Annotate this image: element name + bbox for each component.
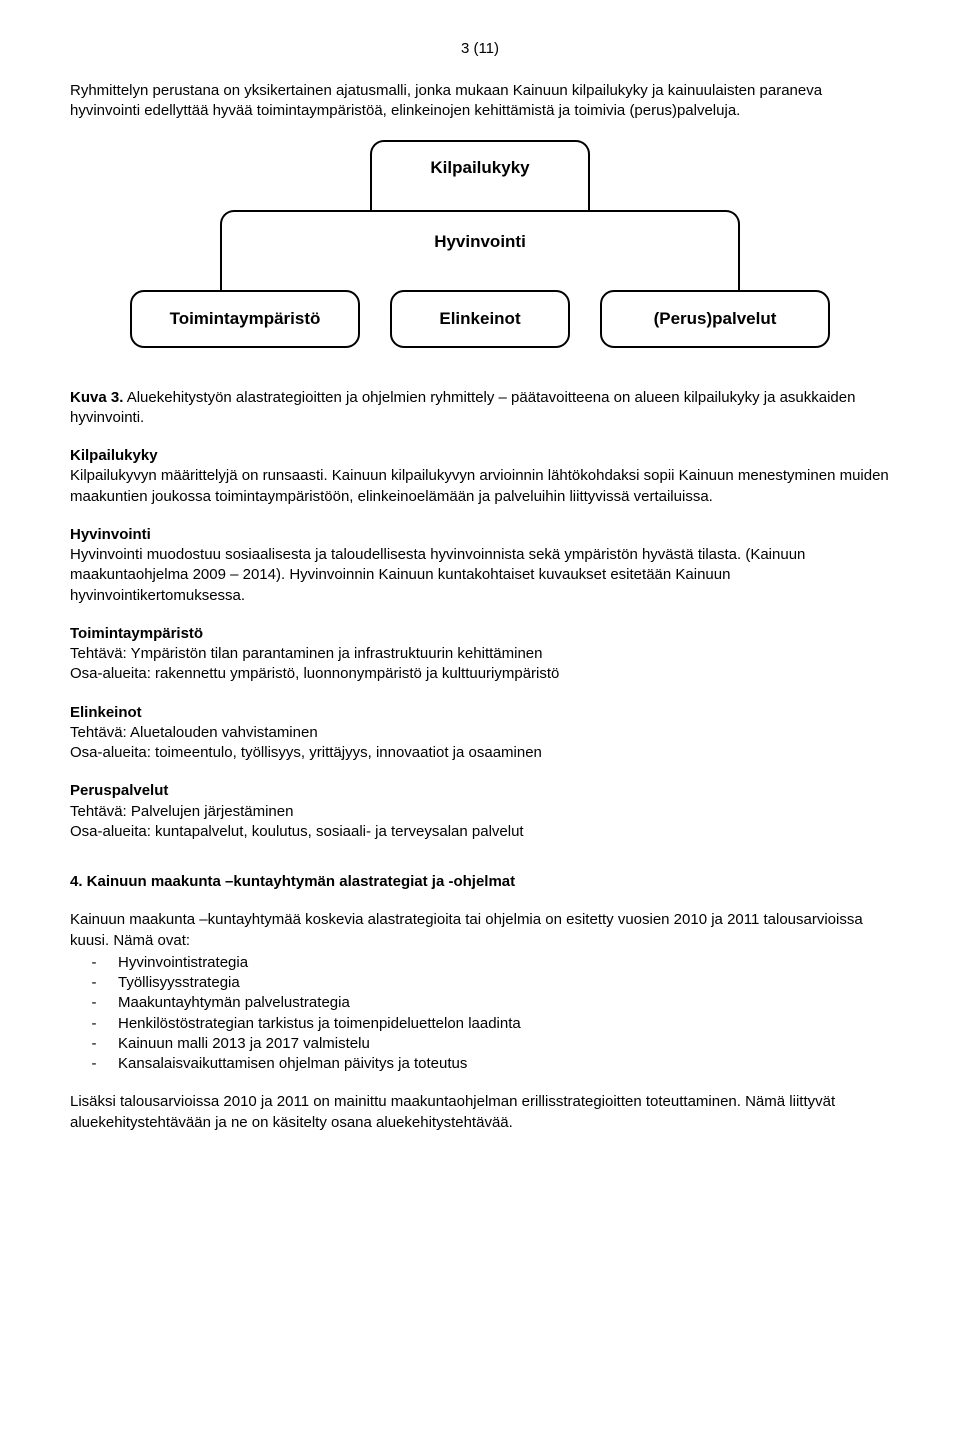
toimintaymparisto-line2: Osa-alueita: rakennettu ympäristö, luonn…	[70, 665, 559, 682]
list-item: -Työllisyysstrategia	[70, 973, 890, 993]
final-paragraph: Lisäksi talousarvioissa 2010 ja 2011 on …	[70, 1092, 890, 1133]
diagram-bottom-right-label: (Perus)palvelut	[654, 309, 777, 329]
section-kilpailukyky: Kilpailukyky Kilpailukyvyn määrittelyjä …	[70, 446, 890, 507]
diagram-bottom-right: (Perus)palvelut	[600, 290, 830, 348]
section-hyvinvointi: Hyvinvointi Hyvinvointi muodostuu sosiaa…	[70, 525, 890, 606]
kilpailukyky-body: Kilpailukyvyn määrittelyjä on runsaasti.…	[70, 467, 889, 504]
dash-icon: -	[70, 1054, 118, 1074]
dash-icon: -	[70, 973, 118, 993]
section-elinkeinot: Elinkeinot Tehtävä: Aluetalouden vahvist…	[70, 703, 890, 764]
list-item-text: Työllisyysstrategia	[118, 973, 240, 993]
list-item: -Kainuun malli 2013 ja 2017 valmistelu	[70, 1034, 890, 1054]
diagram-bottom-left: Toimintaympäristö	[130, 290, 360, 348]
diagram-top-box	[370, 140, 590, 220]
list-item: -Maakuntayhtymän palvelustrategia	[70, 993, 890, 1013]
dash-icon: -	[70, 953, 118, 973]
intro-paragraph: Ryhmittelyn perustana on yksikertainen a…	[70, 81, 890, 122]
dash-icon: -	[70, 1014, 118, 1034]
diagram-mid-label: Hyvinvointi	[220, 232, 740, 252]
section-peruspalvelut: Peruspalvelut Tehtävä: Palvelujen järjes…	[70, 781, 890, 842]
hyvinvointi-heading: Hyvinvointi	[70, 526, 151, 543]
elinkeinot-line2: Osa-alueita: toimeentulo, työllisyys, yr…	[70, 744, 542, 761]
peruspalvelut-heading: Peruspalvelut	[70, 782, 168, 799]
diagram-bottom-center-label: Elinkeinot	[439, 309, 520, 329]
diagram-top-label: Kilpailukyky	[370, 158, 590, 178]
peruspalvelut-line1: Tehtävä: Palvelujen järjestäminen	[70, 803, 293, 820]
list-item-text: Henkilöstöstrategian tarkistus ja toimen…	[118, 1014, 521, 1034]
list-item: -Henkilöstöstrategian tarkistus ja toime…	[70, 1014, 890, 1034]
toimintaymparisto-line1: Tehtävä: Ympäristön tilan parantaminen j…	[70, 645, 542, 662]
elinkeinot-heading: Elinkeinot	[70, 704, 142, 721]
toimintaymparisto-heading: Toimintaympäristö	[70, 625, 203, 642]
list-item: -Hyvinvointistrategia	[70, 953, 890, 973]
list-item: -Kansalaisvaikuttamisen ohjelman päivity…	[70, 1054, 890, 1074]
peruspalvelut-line2: Osa-alueita: kuntapalvelut, koulutus, so…	[70, 823, 524, 840]
dash-icon: -	[70, 993, 118, 1013]
kilpailukyky-heading: Kilpailukyky	[70, 447, 158, 464]
page-number: 3 (11)	[70, 40, 890, 57]
list-item-text: Kainuun malli 2013 ja 2017 valmistelu	[118, 1034, 370, 1054]
elinkeinot-line1: Tehtävä: Aluetalouden vahvistaminen	[70, 724, 318, 741]
heading-4: 4. Kainuun maakunta –kuntayhtymän alastr…	[70, 872, 890, 892]
figure-caption: Kuva 3. Aluekehitystyön alastrategioitte…	[70, 388, 890, 429]
strategy-list: -Hyvinvointistrategia -Työllisyysstrateg…	[70, 953, 890, 1075]
diagram-bottom-center: Elinkeinot	[390, 290, 570, 348]
hyvinvointi-body: Hyvinvointi muodostuu sosiaalisesta ja t…	[70, 546, 805, 604]
list-item-text: Hyvinvointistrategia	[118, 953, 248, 973]
hierarchy-diagram: Kilpailukyky Hyvinvointi Toimintaympäris…	[130, 140, 830, 360]
para-after-heading4: Kainuun maakunta –kuntayhtymää koskevia …	[70, 910, 890, 951]
diagram-mid-box	[220, 210, 740, 300]
list-item-text: Kansalaisvaikuttamisen ohjelman päivitys…	[118, 1054, 467, 1074]
section-toimintaymparisto: Toimintaympäristö Tehtävä: Ympäristön ti…	[70, 624, 890, 685]
diagram-bottom-left-label: Toimintaympäristö	[170, 309, 321, 329]
dash-icon: -	[70, 1034, 118, 1054]
figure-caption-number: Kuva 3.	[70, 389, 123, 406]
list-item-text: Maakuntayhtymän palvelustrategia	[118, 993, 350, 1013]
figure-caption-text: Aluekehitystyön alastrategioitten ja ohj…	[70, 389, 855, 426]
